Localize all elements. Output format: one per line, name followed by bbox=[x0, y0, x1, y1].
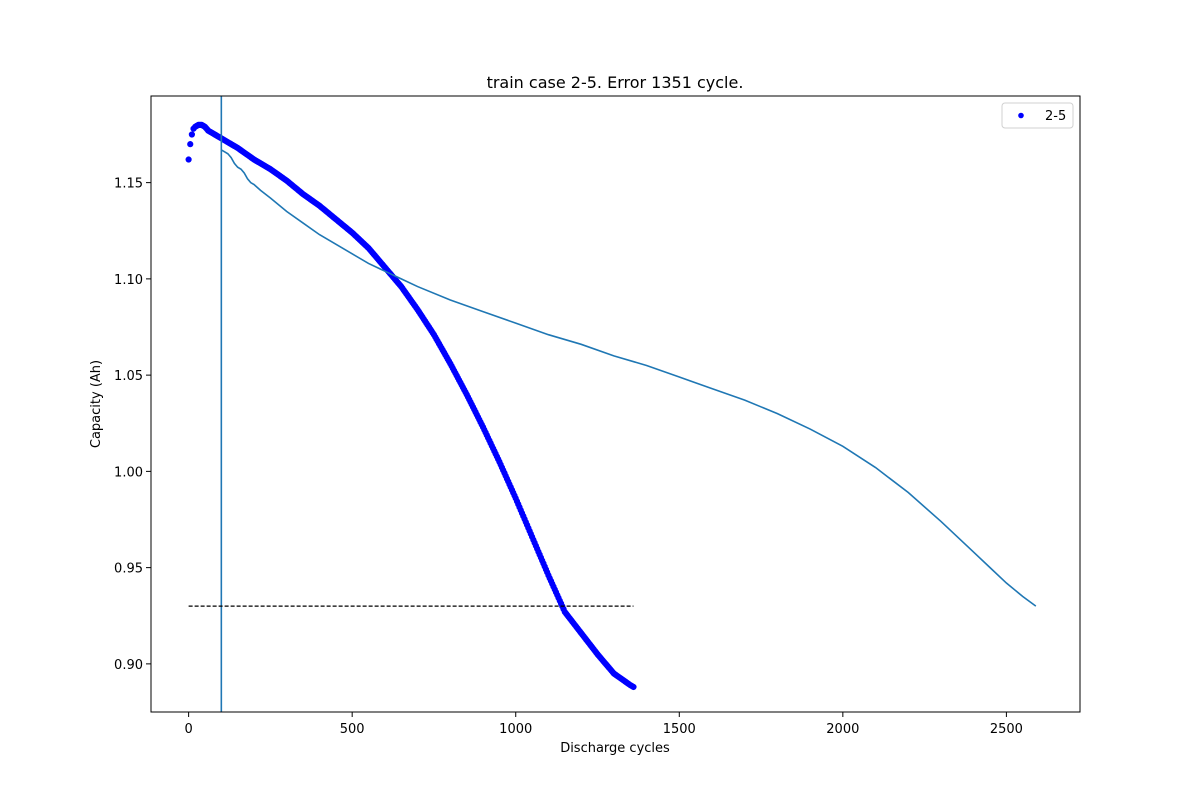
legend: 2-5 bbox=[1001, 102, 1074, 129]
y-tick-label: 1.15 bbox=[114, 177, 143, 192]
y-tick-label: 1.10 bbox=[114, 273, 143, 288]
plot-series-group bbox=[185, 96, 1037, 712]
scatter-point bbox=[187, 141, 194, 148]
x-tick-label: 2000 bbox=[826, 722, 859, 737]
plot-frame bbox=[150, 95, 1081, 713]
x-tick-label: 1000 bbox=[499, 722, 532, 737]
scatter-point bbox=[630, 683, 637, 691]
scatter-point bbox=[185, 156, 192, 163]
chart-title: train case 2-5. Error 1351 cycle. bbox=[487, 73, 744, 92]
y-tick-label: 1.05 bbox=[114, 369, 143, 384]
series-line-prediction bbox=[220, 149, 1037, 607]
x-tick-label: 2500 bbox=[990, 722, 1023, 737]
legend-label: 2-5 bbox=[1045, 109, 1066, 124]
plot-area bbox=[185, 96, 1037, 712]
y-axis-label: Capacity (Ah) bbox=[89, 360, 104, 448]
y-tick-label: 1.00 bbox=[114, 465, 143, 480]
y-tick-label: 0.90 bbox=[114, 658, 143, 673]
legend-box bbox=[1001, 102, 1074, 129]
x-tick-label: 0 bbox=[184, 722, 192, 737]
legend-marker bbox=[1018, 112, 1024, 119]
series-scatter-2-5 bbox=[185, 121, 637, 691]
scatter-point bbox=[188, 131, 195, 138]
y-tick-label: 0.95 bbox=[114, 562, 143, 577]
x-axis-label: Discharge cycles bbox=[560, 741, 670, 756]
x-tick-label: 1500 bbox=[663, 722, 696, 737]
x-tick-label: 500 bbox=[340, 722, 365, 737]
axes: 0 500 1000 1500 2000 2500 0.90 0.95 1.00 1.05 1.10… bbox=[114, 95, 1081, 737]
